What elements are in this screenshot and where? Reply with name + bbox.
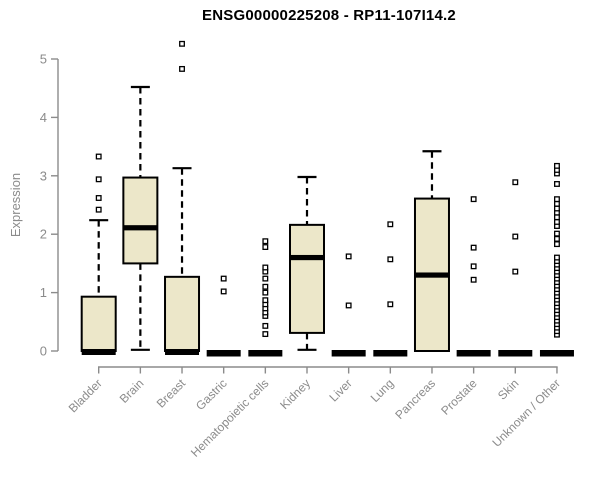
x-category-label: Kidney (277, 376, 313, 412)
outlier-point (554, 181, 560, 187)
outlier-point (345, 302, 352, 309)
outlier-point (554, 230, 560, 237)
median-line (123, 225, 158, 231)
outlier-point (470, 276, 477, 283)
box (122, 176, 159, 265)
chart-title: ENSG00000225208 - RP11-107I14.2 (202, 7, 456, 24)
outlier-point (262, 244, 269, 250)
flat-box (331, 350, 366, 357)
median-line (414, 272, 449, 278)
flat-box (456, 350, 491, 357)
outlier-point (262, 331, 269, 338)
outlier-point (387, 256, 394, 263)
outlier-point (95, 153, 102, 160)
outlier-point (262, 297, 269, 304)
outlier-point (95, 195, 102, 201)
outlier-point (512, 233, 519, 240)
y-tick-label: 1 (40, 285, 47, 300)
outlier-point (95, 176, 102, 183)
y-tick-label: 4 (40, 110, 47, 125)
y-tick-label: 5 (40, 52, 47, 67)
outlier-point (345, 253, 352, 260)
y-tick-label: 3 (40, 168, 47, 183)
x-category-label: Pancreas (392, 376, 438, 422)
x-category-label: Brain (117, 376, 147, 406)
outlier-point (262, 322, 269, 329)
outlier-point (554, 162, 560, 169)
outlier-point (220, 288, 227, 295)
outlier-point (554, 200, 560, 207)
outlier-point (554, 235, 560, 242)
x-category-label: Skin (495, 376, 521, 402)
outlier-point (95, 206, 102, 213)
outlier-point (512, 268, 519, 275)
outlier-point (554, 254, 560, 261)
outlier-point (220, 275, 227, 282)
outlier-point (262, 238, 269, 245)
outlier-point (470, 263, 477, 270)
x-category-label: Prostate (438, 376, 480, 418)
x-category-label: Lung (368, 376, 397, 405)
outlier-point (387, 221, 394, 228)
outlier-point (262, 283, 269, 290)
outlier-point (262, 275, 269, 282)
outlier-point (554, 196, 560, 203)
box (164, 275, 201, 352)
flat-box (248, 350, 283, 357)
y-tick-label: 0 (40, 344, 47, 359)
x-category-label: Breast (154, 376, 189, 411)
outlier-point (470, 196, 477, 203)
outlier-point (387, 301, 394, 308)
outlier-point (554, 205, 560, 212)
outlier-point (512, 179, 519, 186)
y-tick-label: 2 (40, 227, 47, 242)
flat-box (498, 350, 533, 357)
outlier-point (262, 264, 269, 271)
median-line (165, 349, 200, 355)
outlier-point (554, 214, 560, 221)
x-category-label: Liver (326, 376, 354, 404)
flat-box (206, 350, 241, 357)
outlier-point (554, 218, 560, 225)
outlier-point (470, 244, 477, 251)
flat-box (539, 350, 574, 357)
box (289, 223, 325, 334)
outlier-point (554, 241, 560, 248)
outlier-point (179, 65, 185, 72)
outlier-point (179, 40, 185, 47)
x-category-label: Gastric (193, 376, 230, 413)
outlier-point (262, 289, 269, 296)
flat-box (373, 350, 408, 357)
median-line (290, 254, 324, 261)
box (80, 295, 117, 352)
x-category-label: Hematopoietic cells (188, 376, 271, 459)
x-category-label: Bladder (66, 376, 105, 415)
median-line (81, 349, 116, 355)
